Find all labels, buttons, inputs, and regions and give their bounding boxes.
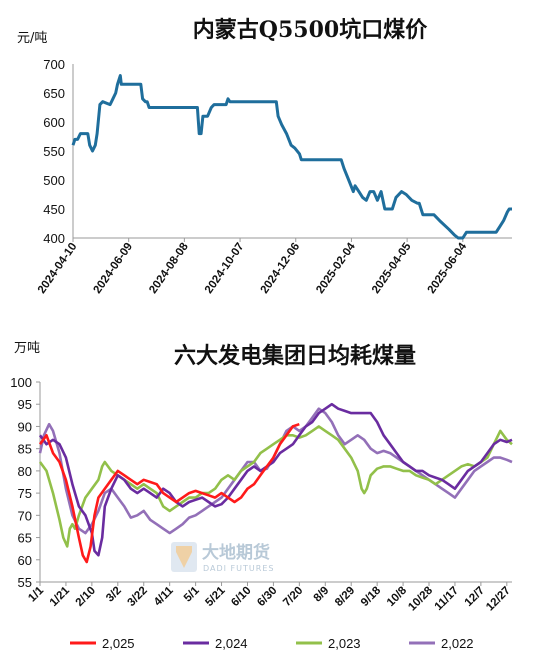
chart-2-y-tick-label: 75 [18,486,32,501]
legend-label: 2,024 [215,636,248,651]
chart-2-y-tick-label: 65 [18,531,32,546]
chart-2-x-tick-label: 11/17 [433,585,461,613]
chart-2-y-tick-label: 80 [18,464,32,479]
chart-2-series-line-2023 [38,425,513,548]
chart-2-title: 六大发电集团日均耗煤量 [174,343,416,369]
legend-label: 2,025 [102,636,135,651]
chart-2-x-tick-label: 5/1 [182,584,202,604]
chart-1-y-tick-label: 400 [43,231,65,246]
legend-label: 2,023 [328,636,361,651]
watermark-en-text: DADI FUTURES [203,564,274,573]
chart-2-x-tick-label: 6/10 [229,585,253,609]
chart-1-title: 内蒙古Q5500坑口煤价 [193,17,428,43]
chart-2-series-line-2025 [38,422,300,564]
chart-2-x-tick-label: 3/2 [104,585,124,605]
chart-1-y-tick-label: 650 [43,86,65,101]
watermark-logo: 大地期货 DADI FUTURES [171,542,274,573]
chart-2-x-tick-label: 8/29 [333,585,357,609]
chart-1-x-tick-label: 2024-06-09 [92,241,136,296]
chart-1-x-tick-label: 2024-12-06 [259,241,303,296]
chart-2-y-tick-label: 85 [18,442,32,457]
chart-2-y-tick-label: 55 [18,575,32,590]
chart-1-x-tick-label: 2024-04-10 [36,241,80,296]
chart-1-x-tick-label: 2024-10-07 [203,241,247,296]
chart-1-y-tick-label: 500 [43,173,65,188]
chart-1-series [71,74,512,240]
chart-2-x-tick-label: 4/11 [152,584,176,608]
chart-2-x-tick-label: 8/9 [312,585,332,605]
chart-1-y-tick-label: 700 [43,57,65,72]
chart-2-x-ticks: 1/1 1/21 2/10 3/2 3/22 4/11 5/1 5/21 6/10 6/30 7/2… [26,582,513,613]
chart-2-x-tick-label: 6/30 [255,585,279,609]
chart-1-x-tick-label: 2025-06-04 [426,240,470,296]
chart-1-x-tick-label: 2025-02-04 [314,240,358,296]
chart-2-x-tick-label: 3/22 [126,585,150,609]
chart-1-y-tick-label: 600 [43,115,65,130]
chart-1-price-line [71,74,512,240]
chart-2-x-tick-label: 9/18 [359,584,384,609]
chart-2-x-tick-label: 12/27 [484,585,513,614]
legend-label: 2,022 [441,636,474,651]
chart-1-axes [72,64,512,239]
chart-2-y-tick-label: 70 [18,508,32,523]
chart-1-x-tick-label: 2024-08-08 [147,240,191,296]
chart-2-legend: 2,025 2,024 2,023 2,022 [70,636,474,651]
chart-1-y-tick-label: 550 [43,144,65,159]
chart-2-y-unit: 万吨 [14,341,40,356]
chart-1-y-ticks: 400 450 500 550 600 650 700 [43,57,65,246]
chart-2-x-tick-label: 10/28 [406,584,435,613]
chart-2-x-tick-label: 2/10 [74,585,98,609]
watermark-cn-text: 大地期货 [202,542,270,563]
chart-1-y-tick-label: 450 [43,202,65,217]
chart-2-y-tick-label: 95 [18,397,32,412]
chart-2-series-line-2024 [38,402,513,557]
chart-2-y-ticks: 55 60 65 70 75 80 85 90 95 100 [10,375,40,590]
chart-2-axes [39,382,512,583]
chart-2-y-tick-label: 90 [18,419,32,434]
chart-2-series [38,402,513,564]
chart-1-x-tick-label: 2025-04-05 [370,240,414,296]
chart-1-x-ticks: 2024-04-10 2024-06-09 2024-08-08 2024-10-07… [36,238,470,296]
chart-2-x-tick-label: 7/20 [281,585,305,609]
chart-2-x-tick-label: 1/21 [48,584,73,609]
chart-2-y-tick-label: 100 [10,375,32,390]
chart-1-y-unit: 元/吨 [17,31,47,46]
chart-2-y-tick-label: 60 [18,553,32,568]
chart-2-x-tick-label: 5/21 [203,584,228,609]
